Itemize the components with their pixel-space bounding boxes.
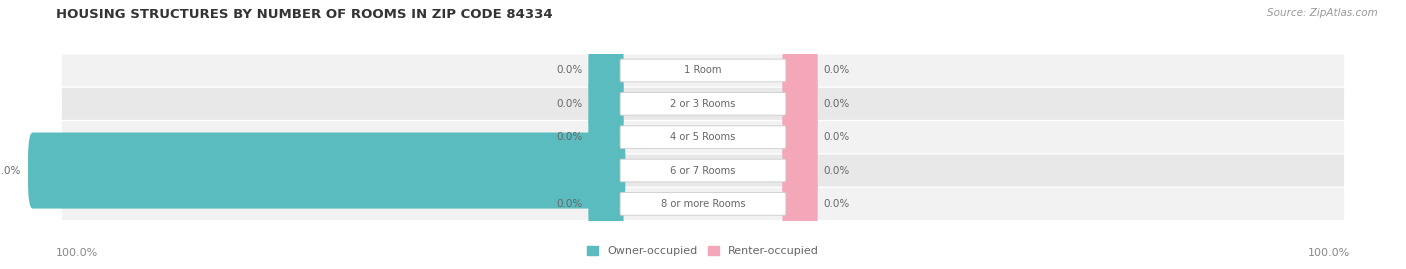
Text: 0.0%: 0.0% — [824, 99, 849, 109]
FancyBboxPatch shape — [62, 188, 1344, 220]
Text: 1 Room: 1 Room — [685, 65, 721, 76]
FancyBboxPatch shape — [588, 76, 624, 132]
Text: 6 or 7 Rooms: 6 or 7 Rooms — [671, 165, 735, 176]
Text: HOUSING STRUCTURES BY NUMBER OF ROOMS IN ZIP CODE 84334: HOUSING STRUCTURES BY NUMBER OF ROOMS IN… — [56, 8, 553, 21]
FancyBboxPatch shape — [620, 193, 786, 215]
FancyBboxPatch shape — [588, 43, 624, 98]
Text: 8 or more Rooms: 8 or more Rooms — [661, 199, 745, 209]
FancyBboxPatch shape — [620, 126, 786, 148]
FancyBboxPatch shape — [62, 154, 1344, 187]
Text: 0.0%: 0.0% — [557, 65, 582, 76]
FancyBboxPatch shape — [588, 109, 624, 165]
FancyBboxPatch shape — [620, 93, 786, 115]
Text: 4 or 5 Rooms: 4 or 5 Rooms — [671, 132, 735, 142]
FancyBboxPatch shape — [62, 54, 1344, 87]
FancyBboxPatch shape — [782, 109, 818, 165]
FancyBboxPatch shape — [620, 59, 786, 82]
Legend: Owner-occupied, Renter-occupied: Owner-occupied, Renter-occupied — [582, 241, 824, 261]
Text: 100.0%: 100.0% — [1308, 248, 1350, 258]
Text: 0.0%: 0.0% — [557, 132, 582, 142]
Text: 100.0%: 100.0% — [0, 165, 21, 176]
Text: 0.0%: 0.0% — [824, 132, 849, 142]
Text: 0.0%: 0.0% — [557, 99, 582, 109]
Text: Source: ZipAtlas.com: Source: ZipAtlas.com — [1267, 8, 1378, 18]
FancyBboxPatch shape — [28, 133, 626, 208]
FancyBboxPatch shape — [782, 143, 818, 199]
Text: 100.0%: 100.0% — [56, 248, 98, 258]
FancyBboxPatch shape — [588, 176, 624, 232]
FancyBboxPatch shape — [782, 76, 818, 132]
Text: 2 or 3 Rooms: 2 or 3 Rooms — [671, 99, 735, 109]
FancyBboxPatch shape — [782, 176, 818, 232]
FancyBboxPatch shape — [62, 88, 1344, 120]
FancyBboxPatch shape — [62, 121, 1344, 153]
FancyBboxPatch shape — [782, 43, 818, 98]
Text: 0.0%: 0.0% — [824, 165, 849, 176]
Text: 0.0%: 0.0% — [557, 199, 582, 209]
Text: 0.0%: 0.0% — [824, 199, 849, 209]
FancyBboxPatch shape — [620, 159, 786, 182]
Text: 0.0%: 0.0% — [824, 65, 849, 76]
